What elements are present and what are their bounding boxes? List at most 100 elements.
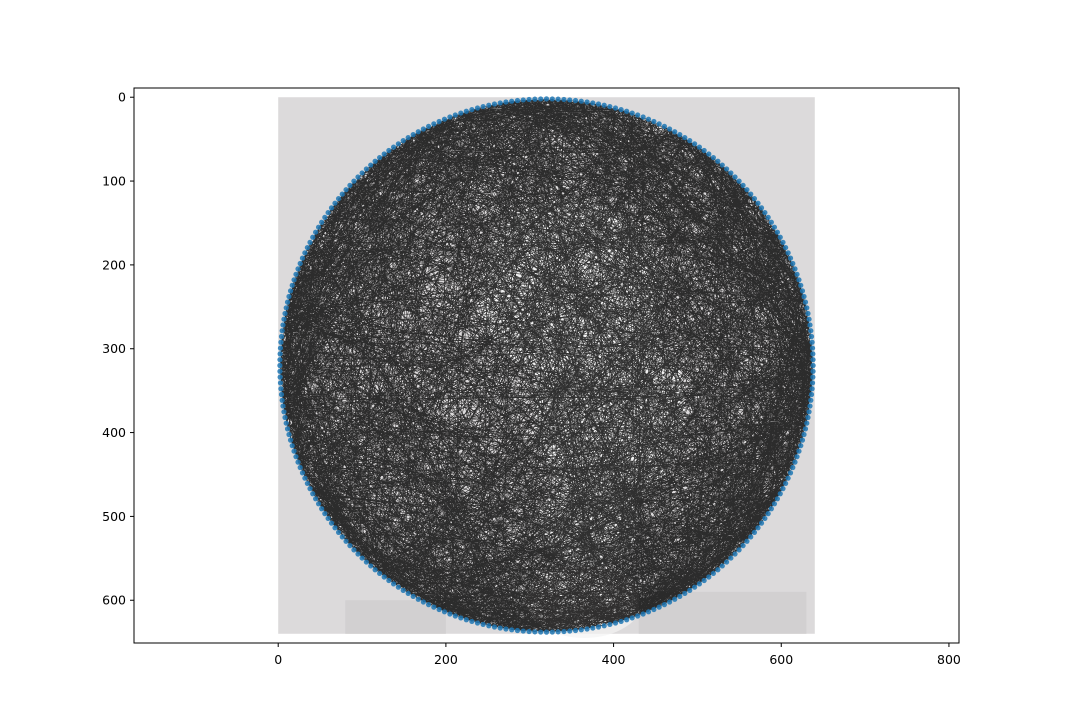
nail-point: [431, 604, 437, 610]
thread-lines: [279, 98, 814, 633]
nail-point: [744, 538, 750, 544]
nail-point: [322, 511, 328, 517]
nail-point: [740, 543, 746, 549]
nail-point: [805, 310, 811, 317]
nail-point: [736, 547, 742, 553]
nail-point: [520, 97, 526, 103]
nail-point: [555, 629, 561, 635]
nail-point: [286, 431, 292, 438]
nail-point: [701, 577, 707, 584]
nail-point: [732, 551, 738, 557]
nail-point: [736, 178, 742, 184]
y-tick-label: 0: [118, 90, 126, 105]
nail-point: [328, 205, 335, 211]
nail-point: [279, 328, 285, 334]
nail-point: [514, 97, 521, 104]
nail-point: [436, 118, 442, 125]
nail-point: [640, 114, 646, 120]
nail-point: [687, 587, 693, 593]
nail-point: [809, 386, 815, 392]
nail-point: [549, 96, 555, 102]
nail-point: [400, 138, 406, 144]
nail-point: [486, 102, 492, 108]
nail-point: [431, 121, 437, 127]
nail-point: [299, 470, 306, 476]
nail-point: [452, 112, 458, 118]
nail-point: [503, 626, 509, 632]
nail-point: [719, 563, 725, 569]
nail-point: [286, 293, 292, 300]
nail-point: [755, 200, 761, 206]
nail-point: [284, 299, 291, 305]
nail-point: [284, 426, 291, 432]
nail-point: [806, 316, 812, 322]
nail-point: [368, 162, 374, 168]
nail-point: [325, 515, 331, 522]
nail-point: [740, 182, 746, 188]
nail-point: [661, 123, 668, 129]
nail-point: [532, 96, 538, 102]
nail-point: [572, 97, 579, 104]
nail-point: [624, 108, 630, 114]
nail-point: [280, 403, 286, 409]
nail-point: [802, 426, 809, 432]
nail-point: [796, 448, 802, 454]
nail-point: [377, 154, 383, 161]
nail-point: [355, 174, 361, 180]
y-tick-label: 200: [102, 257, 126, 272]
nail-point: [656, 121, 662, 127]
nail-point: [452, 613, 458, 619]
nail-point: [612, 620, 619, 626]
nail-point: [322, 214, 328, 220]
nail-point: [351, 547, 357, 553]
nail-point: [787, 470, 794, 476]
nail-point: [799, 288, 806, 294]
nail-point: [420, 126, 426, 132]
nail-point: [792, 459, 798, 465]
nail-point: [590, 100, 596, 106]
nail-point: [724, 166, 730, 172]
nail-point: [313, 229, 319, 235]
nail-point: [339, 534, 345, 540]
nail-point: [661, 602, 668, 608]
nail-point: [315, 501, 322, 507]
nail-point: [785, 250, 791, 256]
nail-point: [732, 174, 738, 180]
nail-point: [278, 333, 285, 340]
nail-point: [765, 511, 771, 517]
nail-point: [390, 581, 397, 587]
nail-point: [810, 357, 816, 363]
nail-point: [441, 609, 448, 615]
nail-point: [777, 234, 783, 240]
nail-point: [696, 581, 703, 587]
nail-point: [503, 99, 509, 105]
nail-point: [480, 103, 486, 110]
nail-point: [343, 538, 349, 544]
y-tick-label: 300: [102, 341, 126, 356]
nail-point: [777, 491, 783, 497]
nail-point: [278, 386, 284, 392]
nail-point: [561, 628, 567, 635]
nail-point: [463, 617, 469, 623]
nail-point: [420, 599, 426, 605]
nail-point: [809, 339, 815, 345]
nail-point: [368, 563, 374, 569]
nail-points: [277, 96, 816, 635]
nail-point: [363, 559, 369, 565]
nail-point: [491, 624, 498, 630]
nail-point: [277, 345, 284, 351]
nail-point: [612, 105, 619, 111]
nail-point: [790, 464, 796, 471]
nail-point: [278, 339, 284, 345]
nail-point: [798, 443, 804, 449]
nail-point: [291, 277, 297, 283]
nail-point: [497, 625, 503, 631]
nail-point: [491, 101, 498, 107]
nail-point: [458, 110, 464, 116]
nail-point: [282, 310, 288, 317]
nail-point: [390, 144, 397, 150]
nail-point: [304, 244, 310, 251]
nail-point: [532, 629, 538, 635]
nail-point: [343, 187, 349, 193]
